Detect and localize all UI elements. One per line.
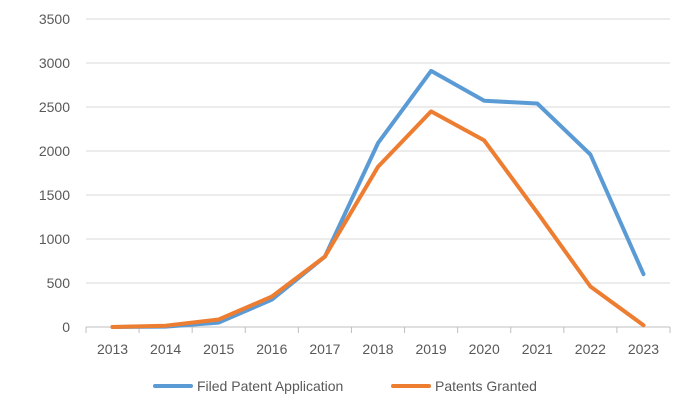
legend: Filed Patent Application Patents Granted <box>153 378 537 394</box>
series-line-filed-patent-application <box>110 68 646 329</box>
series-line-patents-granted <box>110 109 646 329</box>
x-tick-label: 2014 <box>150 341 181 357</box>
x-tick-label: 2013 <box>97 341 128 357</box>
x-tick-label: 2022 <box>575 341 606 357</box>
y-tick-label: 500 <box>47 275 71 291</box>
x-tick-label: 2023 <box>628 341 659 357</box>
x-axis-tick-labels: 2013 2014 2015 2016 2017 2018 2019 2020 2021 2022… <box>97 341 659 357</box>
legend-label: Patents Granted <box>435 378 537 394</box>
legend-label: Filed Patent Application <box>197 378 343 394</box>
x-tick-label: 2019 <box>416 341 447 357</box>
y-tick-label: 2500 <box>39 99 70 115</box>
y-tick-label: 0 <box>62 319 70 335</box>
x-tick-label: 2018 <box>362 341 393 357</box>
y-tick-label: 3500 <box>39 11 70 27</box>
series-lines <box>110 68 646 329</box>
y-tick-label: 1000 <box>39 231 70 247</box>
y-tick-label: 1500 <box>39 187 70 203</box>
gridlines <box>86 18 670 284</box>
y-axis-tick-labels: 0 500 1000 1500 2000 2500 3000 3500 <box>39 11 70 335</box>
x-tick-label: 2017 <box>309 341 340 357</box>
y-tick-label: 3000 <box>39 55 70 71</box>
x-tick-label: 2015 <box>203 341 234 357</box>
x-tick-label: 2020 <box>469 341 500 357</box>
x-tick-label: 2016 <box>256 341 287 357</box>
x-tick-label: 2021 <box>522 341 553 357</box>
y-tick-label: 2000 <box>39 143 70 159</box>
